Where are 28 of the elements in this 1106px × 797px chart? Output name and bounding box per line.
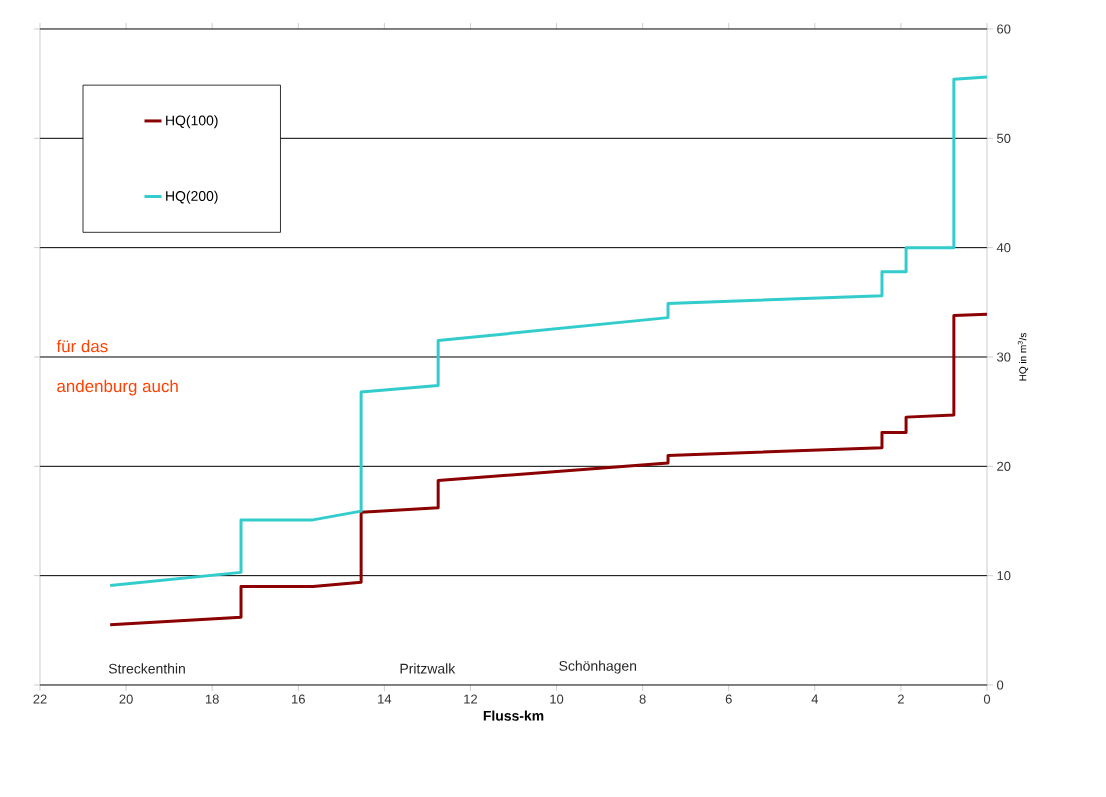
x-tick-label: 14 [378,694,392,704]
x-tick-label: 22 [33,694,47,704]
y-tick-label: 0 [997,680,1004,690]
x-tick-label: 10 [550,694,564,704]
annotation: andenburg auch [57,379,178,396]
legend-label: HQ(100) [166,115,218,129]
annotation: Schönhagen [559,660,637,674]
y-tick-label: 10 [997,571,1011,581]
x-tick-label: 12 [464,694,477,704]
x-axis-title: Fluss-km [483,710,544,721]
y-tick-label: 20 [997,461,1011,471]
x-tick-label: 8 [639,694,646,704]
x-tick-label: 6 [725,694,732,704]
x-tick-label: 4 [811,694,819,704]
y-tick-label: 60 [997,24,1011,34]
x-tick-label: 18 [205,694,219,704]
x-tick-label: 0 [983,694,991,704]
legend-label: HQ(200) [166,190,218,204]
x-tick-label: 20 [119,694,133,704]
x-tick-label: 16 [292,694,305,704]
annotation: Pritzwalk [400,663,456,674]
y-axis-title: HQ in m$^{3}$/s [1017,333,1029,381]
annotation: Streckenthin [108,663,185,674]
y-tick-label: 30 [997,352,1011,362]
annotation: für das [56,339,108,353]
y-tick-label: 50 [997,133,1011,143]
y-tick-label: 40 [996,243,1011,253]
x-tick-label: 2 [897,694,904,704]
